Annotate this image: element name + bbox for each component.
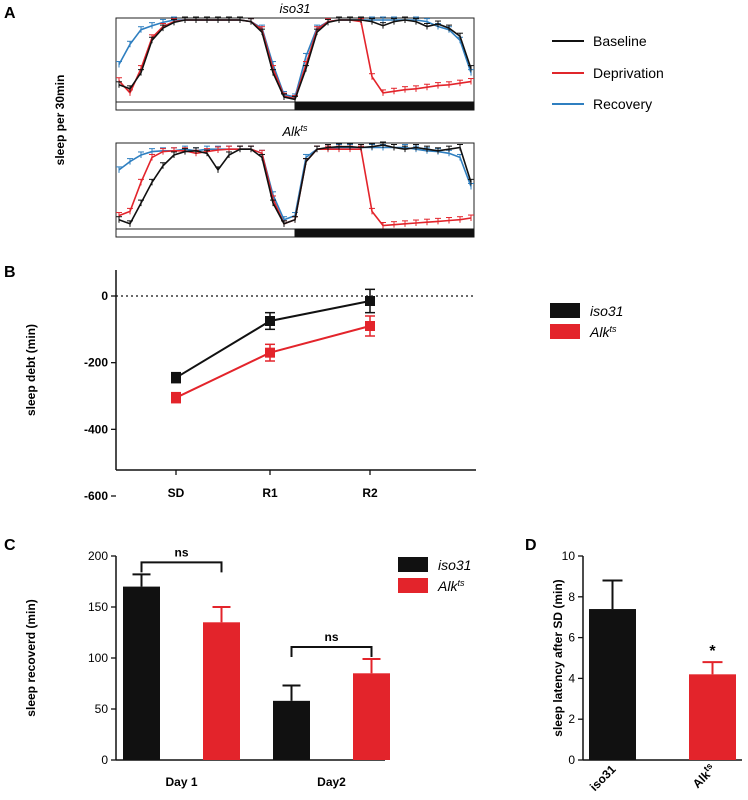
legend-swatch-alk xyxy=(550,324,580,339)
x-tick-label: R1 xyxy=(262,486,278,500)
panel-a-y-label: sleep per 30min xyxy=(53,75,67,166)
bar xyxy=(353,673,390,760)
legend-label-alk: Alkts xyxy=(589,324,617,340)
dark-period-bar xyxy=(294,101,475,111)
debt-line-1 xyxy=(175,325,371,399)
debt-point xyxy=(365,296,375,306)
debt-point xyxy=(265,316,275,326)
dark-period-bar xyxy=(294,228,475,238)
debt-point xyxy=(171,392,181,403)
panel-a-bottom-title-sup: ts xyxy=(301,123,309,133)
legend-label-alk-sup: ts xyxy=(609,324,617,334)
ns-annotation: ns xyxy=(174,545,188,559)
bar xyxy=(123,586,160,760)
profile-line-deprivation xyxy=(118,19,472,100)
y-tick-label: 50 xyxy=(95,702,109,716)
x-tick-label: SD xyxy=(168,486,185,500)
y-tick-label: 0 xyxy=(568,753,575,767)
y-tick-label: 200 xyxy=(88,549,108,563)
y-tick-label: -600 xyxy=(84,489,108,503)
ns-bracket xyxy=(140,561,223,573)
y-tick-label: 8 xyxy=(568,590,575,604)
legend-c-label-iso31: iso31 xyxy=(438,557,471,573)
bar xyxy=(589,609,636,760)
significance-star: * xyxy=(709,643,716,660)
bar xyxy=(689,674,736,760)
debt-point xyxy=(265,347,275,358)
y-axis-label: sleep latency after SD (min) xyxy=(551,579,565,736)
x-tick-label: Day 1 xyxy=(165,775,197,789)
panel-letter-b: B xyxy=(4,264,16,281)
legend-c-label-alk: Alkts xyxy=(437,578,465,594)
panel-letter-d: D xyxy=(525,537,537,554)
debt-point xyxy=(171,372,181,383)
light-period-bar xyxy=(115,101,296,111)
y-tick-label: 100 xyxy=(88,651,108,665)
legend-label-alk-main: Alk xyxy=(589,324,610,340)
panel-a-top-title: iso31 xyxy=(279,1,310,16)
y-axis-label: sleep recoverd (min) xyxy=(24,599,38,716)
panel-letter-c: C xyxy=(4,537,16,554)
panel-d-plot: 0 2 4 6 8 10 sleep latency after SD (min) iso31… xyxy=(551,549,742,794)
panel-a-legend: Baseline Deprivation Recovery xyxy=(552,33,664,112)
y-tick-label: 6 xyxy=(568,631,575,645)
debt-point xyxy=(365,321,375,331)
panel-letter-a: A xyxy=(4,5,16,22)
legend-label-baseline: Baseline xyxy=(593,33,647,49)
panel-a-bottom-title-main: Alk xyxy=(281,124,302,139)
panel-b-legend: iso31 Alkts xyxy=(550,303,623,340)
panel-a-top-plot xyxy=(115,16,475,111)
profile-line-recovery xyxy=(118,146,472,221)
bar xyxy=(273,700,310,760)
profile-line-baseline xyxy=(118,19,472,101)
x-tick-label: R2 xyxy=(362,486,378,500)
legend-c-label-alk-sup: ts xyxy=(457,578,465,588)
y-axis-label: sleep debt (min) xyxy=(24,324,38,416)
x-tick-label: Day2 xyxy=(317,775,346,789)
legend-label-recovery: Recovery xyxy=(593,96,652,112)
ns-annotation: ns xyxy=(324,630,338,644)
x-tick-label-main: iso31 xyxy=(587,762,619,794)
y-tick-label: -400 xyxy=(84,422,108,436)
panel-a-bottom-title: Alkts xyxy=(281,123,308,139)
x-tick-label: iso31 xyxy=(587,762,619,794)
y-tick-label: 2 xyxy=(568,712,575,726)
y-tick-label: 150 xyxy=(88,600,108,614)
y-tick-label: 0 xyxy=(101,753,108,767)
y-tick-label: 10 xyxy=(562,549,576,563)
ns-bracket xyxy=(290,646,373,658)
y-tick-label: 0 xyxy=(101,289,108,303)
panel-c-plot: 0 50 100 150 200 sleep recoverd (min) Day 1 ns D… xyxy=(24,545,390,789)
x-tick-label: Alkts xyxy=(688,761,718,791)
legend-label-deprivation: Deprivation xyxy=(593,65,664,81)
panel-c-legend: iso31 Alkts xyxy=(398,557,471,594)
legend-c-swatch-alk xyxy=(398,578,428,593)
panel-a-bottom-plot xyxy=(115,141,475,238)
y-tick-label: 4 xyxy=(568,671,575,685)
y-tick-label: -200 xyxy=(84,356,108,370)
legend-c-label-alk-main: Alk xyxy=(437,578,458,594)
legend-c-swatch-iso31 xyxy=(398,557,428,572)
light-period-bar xyxy=(115,228,296,238)
legend-swatch-iso31 xyxy=(550,303,580,318)
bar xyxy=(203,622,240,760)
panel-b-plot: 0 -200 -400 -600 SD R1 R2 sleep debt (min) xyxy=(24,270,476,503)
legend-label-iso31: iso31 xyxy=(590,303,623,319)
